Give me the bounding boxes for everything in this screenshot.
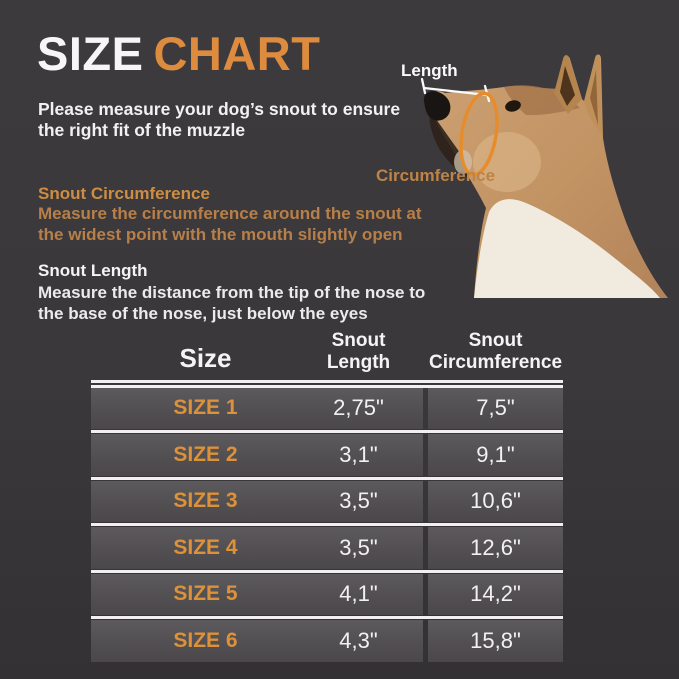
dog-back-ear-inner [590,70,598,125]
length-annotation-label: Length [401,61,458,80]
size-cell: SIZE 4 [91,527,306,569]
header-snout-circ-line-1: Snout [468,330,523,351]
column-header-size: Size [179,343,232,373]
circumference-measure-ellipse [459,91,499,177]
length-instruction-line-1: Measure the distance from the tip of the… [38,283,426,302]
header-snout-length-line-2: Length [326,352,391,373]
dog-photo [420,54,668,298]
table-row-size-3: SIZE 3 3,5" 10,6" [91,480,563,522]
circumference-instruction-line-2: the widest point with the mouth slightly… [38,224,403,244]
circumference-cell: 10,6" [428,480,563,522]
table-row-size-4: SIZE 4 3,5" 12,6" [91,527,563,569]
circumference-cell: 15,8" [428,620,563,662]
size-table: Size Snout Length Snout Circumference SI… [91,323,563,662]
circumference-cell: 14,2" [428,573,563,615]
table-row-size-6: SIZE 6 4,3" 15,8" [91,620,563,662]
dog-chest-fur [474,199,660,298]
length-cell: 4,1" [306,573,423,615]
length-cell: 4,3" [306,620,423,662]
header-snout-length-line-1: Snout [331,330,386,351]
dog-eye [505,100,521,112]
circumference-cell: 9,1" [428,434,563,476]
column-header-snout-length: Snout Length [306,330,423,374]
table-row-size-5: SIZE 5 4,1" 14,2" [91,573,563,615]
length-cell: 3,5" [306,480,423,522]
column-header-snout-circumference: Snout Circumference [428,330,563,374]
dog-front-ear-inner [560,66,575,106]
size-cell: SIZE 1 [91,387,306,429]
page-title: SIZE CHART [37,30,320,77]
header-double-rule [91,380,563,388]
size-cell: SIZE 6 [91,620,306,662]
size-cell: SIZE 3 [91,480,306,522]
size-cell: SIZE 5 [91,573,306,615]
circumference-annotation-label: Circumference [376,166,496,185]
title-word-size: SIZE [37,27,144,80]
circumference-cell: 7,5" [428,387,563,429]
circumference-instruction-line-1: Measure the circumference around the sno… [38,204,422,223]
subtitle-line-2: the right fit of the muzzle [38,120,246,140]
table-row-size-1: SIZE 1 2,75" 7,5" [91,387,563,429]
dog-nose [423,91,451,121]
length-instruction-line-2: the base of the nose, just below the eye… [38,303,368,323]
subtitle-line-1: Please measure your dog’s snout to ensur… [38,99,401,119]
length-cell: 3,1" [306,434,423,476]
length-cell: 3,5" [306,527,423,569]
table-row-size-2: SIZE 2 3,1" 9,1" [91,434,563,476]
subtitle: Please measure your dog’s snout to ensur… [38,99,400,141]
section-body-snout-length: Measure the distance from the tip of the… [38,283,425,324]
section-heading-snout-circumference: Snout Circumference [38,184,210,203]
section-heading-snout-length: Snout Length [38,261,148,280]
table-header-row: Size Snout Length Snout Circumference [91,323,563,380]
title-word-chart: CHART [153,27,321,80]
size-cell: SIZE 2 [91,434,306,476]
section-body-snout-circumference: Measure the circumference around the sno… [38,204,422,245]
length-cell: 2,75" [306,387,423,429]
dog-cheek-highlight [473,132,541,192]
circumference-cell: 12,6" [428,527,563,569]
header-snout-circ-line-2: Circumference [428,352,563,373]
